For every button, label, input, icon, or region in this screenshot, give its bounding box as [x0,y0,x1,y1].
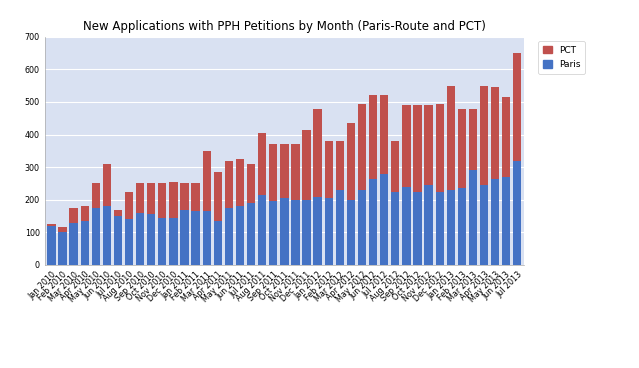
Bar [103,206,111,265]
Bar [424,185,433,265]
Bar [369,95,377,178]
Bar [358,104,366,190]
Bar [180,209,189,265]
Bar [513,161,521,265]
Bar [169,218,178,265]
Bar [47,224,56,226]
Bar [302,130,311,200]
Bar [469,170,477,265]
Bar [236,159,244,206]
Bar [436,104,444,192]
Bar [269,201,277,265]
Bar [491,178,499,265]
Bar [335,190,344,265]
Bar [47,226,56,265]
Bar [70,223,78,265]
Bar [380,95,389,174]
Bar [81,206,89,221]
Bar [447,86,455,190]
Bar [325,198,333,265]
Bar [347,200,355,265]
Bar [125,219,133,265]
Bar [458,109,466,188]
Bar [335,141,344,190]
Bar [280,144,289,198]
Bar [58,232,66,265]
Bar [402,105,410,187]
Bar [225,161,233,208]
Bar [413,105,422,192]
Bar [247,164,255,203]
Bar [213,221,222,265]
Bar [247,203,255,265]
Bar [158,184,167,218]
Bar [147,184,155,215]
Bar [58,227,66,232]
Bar [136,184,144,213]
Bar [236,206,244,265]
Bar [136,213,144,265]
Bar [436,192,444,265]
Bar [513,53,521,161]
Bar [391,192,399,265]
Bar [70,208,78,223]
Bar [291,200,300,265]
Bar [91,184,100,208]
Bar [269,144,277,201]
Bar [158,218,167,265]
Bar [358,190,366,265]
Title: New Applications with PPH Petitions by Month (Paris-Route and PCT): New Applications with PPH Petitions by M… [83,20,486,33]
Bar [291,144,300,200]
Bar [203,151,211,211]
Bar [402,187,410,265]
Bar [192,211,200,265]
Bar [325,141,333,198]
Bar [502,97,511,177]
Bar [469,109,477,170]
Bar [369,178,377,265]
Bar [391,141,399,192]
Bar [81,221,89,265]
Bar [258,195,266,265]
Bar [213,172,222,221]
Bar [280,198,289,265]
Bar [491,87,499,178]
Bar [91,208,100,265]
Bar [314,109,322,197]
Bar [125,192,133,219]
Bar [225,208,233,265]
Bar [302,200,311,265]
Bar [380,174,389,265]
Bar [413,192,422,265]
Bar [114,216,122,265]
Bar [169,182,178,218]
Bar [502,177,511,265]
Bar [180,184,189,209]
Bar [447,190,455,265]
Bar [314,197,322,265]
Bar [347,123,355,200]
Legend: PCT, Paris: PCT, Paris [538,41,585,74]
Bar [103,164,111,206]
Bar [192,184,200,211]
Bar [458,188,466,265]
Bar [258,133,266,195]
Bar [480,185,488,265]
Bar [203,211,211,265]
Bar [480,86,488,185]
Bar [147,215,155,265]
Bar [424,105,433,185]
Bar [114,209,122,216]
